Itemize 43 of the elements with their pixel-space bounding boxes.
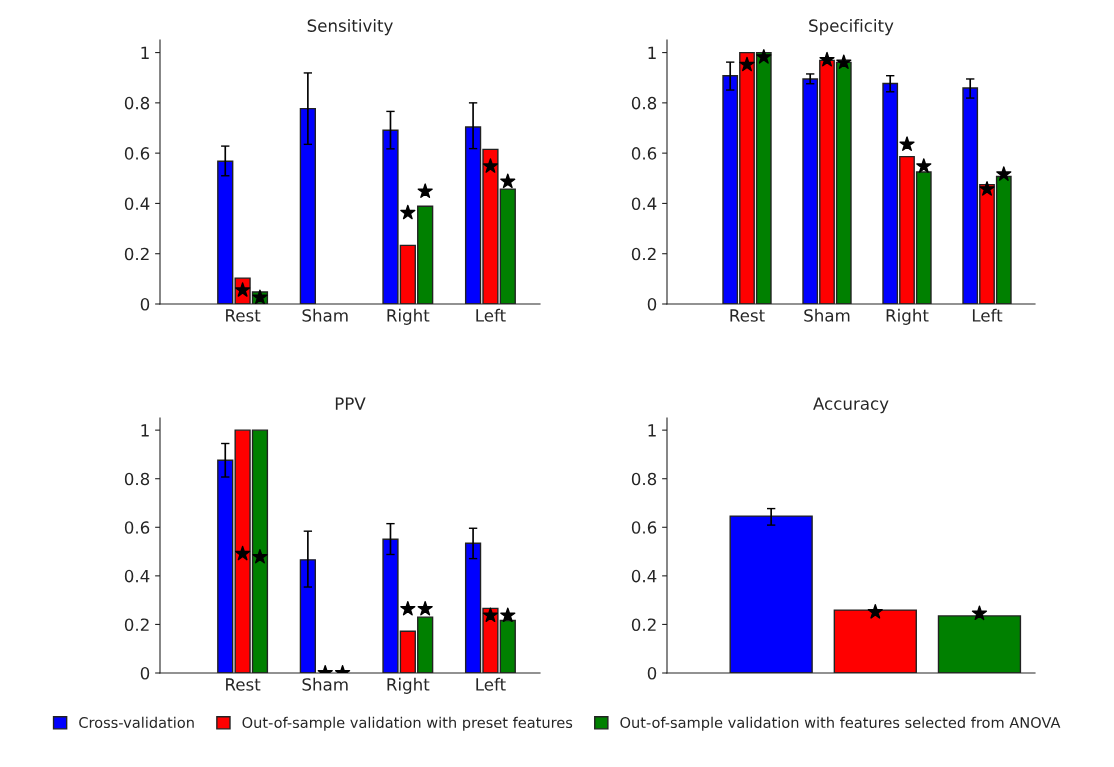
chart-title: Specificity (809, 19, 894, 36)
x-tick-label: Rest (226, 309, 261, 322)
y-tick-label: 0.6 (124, 147, 150, 160)
x-tick-label: Rest (730, 309, 765, 322)
y-tick-label: 1 (141, 424, 149, 437)
y-tick-label: 0.2 (631, 618, 656, 631)
legend-label: Cross-validation (79, 716, 194, 729)
y-tick-label: 0.2 (124, 618, 149, 631)
y-tick-label: 0.2 (124, 247, 149, 261)
y-tick-label: 1 (648, 424, 656, 437)
x-tick-label: Sham (804, 308, 850, 322)
y-tick-label: 0.4 (631, 569, 657, 583)
chart-title: Sensitivity (307, 19, 393, 36)
y-tick-label: 0.6 (631, 147, 657, 160)
x-tick-label: Sham (302, 677, 348, 691)
x-tick-label: Sham (302, 308, 348, 322)
x-tick-label: Left (476, 677, 506, 691)
x-tick-label: Right (387, 677, 430, 694)
y-tick-label: 0.8 (124, 96, 150, 110)
y-tick-label: 0.8 (124, 472, 150, 486)
y-tick-label: 0 (140, 297, 150, 311)
y-tick-label: 0 (647, 297, 657, 311)
x-tick-label: Right (387, 308, 430, 325)
x-tick-label: Left (972, 308, 1003, 322)
chart-title: PPV (335, 397, 366, 410)
chart-title: Accuracy (813, 397, 889, 414)
y-tick-label: 1 (648, 46, 656, 59)
y-tick-label: 0 (140, 666, 150, 680)
y-tick-label: 0.4 (124, 569, 150, 583)
legend-label: Out-of-sample validation with preset features (242, 716, 573, 731)
x-tick-label: Left (476, 308, 506, 322)
y-tick-label: 0 (647, 666, 657, 680)
y-tick-label: 0.4 (631, 197, 657, 210)
y-tick-label: 1 (141, 46, 149, 59)
y-tick-label: 0.6 (124, 521, 150, 534)
y-tick-label: 0.6 (631, 521, 657, 534)
y-tick-label: 0.4 (124, 197, 150, 210)
y-tick-label: 0.8 (631, 472, 657, 486)
x-tick-label: Rest (226, 678, 261, 691)
legend-label: Out-of-sample validation with features selected from ANOVA (620, 716, 1061, 731)
x-tick-label: Right (886, 308, 929, 325)
y-tick-label: 0.8 (631, 96, 657, 110)
y-tick-label: 0.2 (631, 247, 656, 261)
